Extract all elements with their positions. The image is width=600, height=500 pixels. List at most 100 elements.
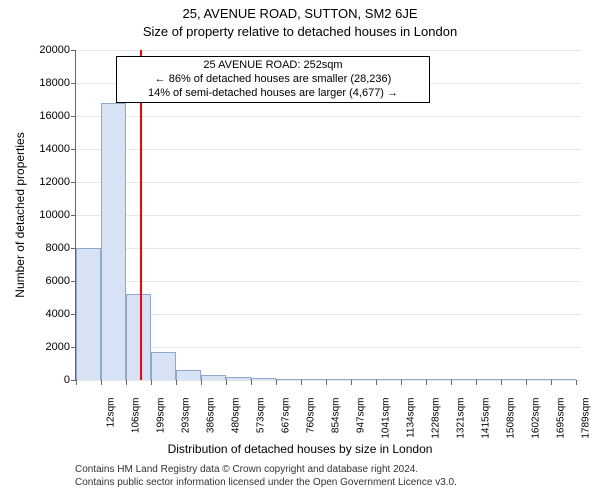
xtick-mark xyxy=(201,380,202,385)
xtick-label: 1789sqm xyxy=(581,398,592,468)
chart-title-line2: Size of property relative to detached ho… xyxy=(0,24,600,39)
xtick-label: 760sqm xyxy=(306,398,317,468)
histogram-bar xyxy=(176,370,201,380)
xtick-mark xyxy=(501,380,502,385)
histogram-bar xyxy=(301,379,326,380)
xtick-mark xyxy=(351,380,352,385)
xtick-mark xyxy=(551,380,552,385)
xtick-label: 947sqm xyxy=(356,398,367,468)
xtick-label: 1134sqm xyxy=(406,398,417,468)
xtick-mark xyxy=(451,380,452,385)
ytick-label: 2000 xyxy=(46,341,70,353)
ytick-mark xyxy=(71,116,76,117)
xtick-mark xyxy=(326,380,327,385)
histogram-bar xyxy=(351,379,376,380)
ytick-mark xyxy=(71,182,76,183)
histogram-bar xyxy=(101,103,126,380)
annotation-box: 25 AVENUE ROAD: 252sqm ← 86% of detached… xyxy=(116,56,430,103)
xtick-label: 293sqm xyxy=(181,398,192,468)
xtick-mark xyxy=(476,380,477,385)
footer-line2: Contains public sector information licen… xyxy=(75,477,457,490)
xtick-label: 1415sqm xyxy=(481,398,492,468)
chart-title-line1: 25, AVENUE ROAD, SUTTON, SM2 6JE xyxy=(0,6,600,21)
xtick-mark xyxy=(526,380,527,385)
xtick-label: 1321sqm xyxy=(456,398,467,468)
ytick-label: 14000 xyxy=(39,143,70,155)
xtick-label: 1695sqm xyxy=(556,398,567,468)
histogram-bar xyxy=(251,378,276,380)
annotation-line3: 14% of semi-detached houses are larger (… xyxy=(123,87,423,101)
ytick-label: 4000 xyxy=(46,308,70,320)
xtick-mark xyxy=(76,380,77,385)
xtick-label: 1508sqm xyxy=(506,398,517,468)
footer-attribution: Contains HM Land Registry data © Crown c… xyxy=(75,464,457,489)
histogram-bar xyxy=(476,379,501,380)
xtick-label: 1228sqm xyxy=(431,398,442,468)
histogram-bar xyxy=(201,375,226,380)
xtick-label: 1602sqm xyxy=(531,398,542,468)
histogram-bar xyxy=(276,379,301,380)
ytick-label: 18000 xyxy=(39,77,70,89)
plot-area: 25 AVENUE ROAD: 252sqm ← 86% of detached… xyxy=(75,50,581,381)
annotation-line2: ← 86% of detached houses are smaller (28… xyxy=(123,73,423,87)
figure-container: 25, AVENUE ROAD, SUTTON, SM2 6JE Size of… xyxy=(0,0,600,500)
x-axis-label: Distribution of detached houses by size … xyxy=(0,442,600,456)
ytick-mark xyxy=(71,83,76,84)
histogram-bar xyxy=(401,379,426,380)
histogram-bar xyxy=(226,377,251,380)
xtick-label: 12sqm xyxy=(106,398,117,468)
xtick-label: 199sqm xyxy=(156,398,167,468)
ytick-mark xyxy=(71,50,76,51)
xtick-label: 667sqm xyxy=(281,398,292,468)
ytick-label: 16000 xyxy=(39,110,70,122)
xtick-label: 573sqm xyxy=(256,398,267,468)
ytick-mark xyxy=(71,149,76,150)
gridline-h xyxy=(76,149,581,150)
ytick-label: 10000 xyxy=(39,209,70,221)
histogram-bar xyxy=(126,294,151,380)
gridline-h xyxy=(76,314,581,315)
footer-line1: Contains HM Land Registry data © Crown c… xyxy=(75,464,457,477)
xtick-mark xyxy=(401,380,402,385)
gridline-h xyxy=(76,182,581,183)
ytick-label: 6000 xyxy=(46,275,70,287)
xtick-mark xyxy=(101,380,102,385)
xtick-mark xyxy=(126,380,127,385)
histogram-bar xyxy=(501,379,526,380)
histogram-bar xyxy=(151,352,176,380)
gridline-h xyxy=(76,347,581,348)
histogram-bar xyxy=(376,379,401,380)
xtick-label: 480sqm xyxy=(231,398,242,468)
ytick-label: 12000 xyxy=(39,176,70,188)
xtick-label: 106sqm xyxy=(131,398,142,468)
xtick-mark xyxy=(226,380,227,385)
xtick-mark xyxy=(576,380,577,385)
ytick-label: 8000 xyxy=(46,242,70,254)
histogram-bar xyxy=(551,379,576,380)
ytick-mark xyxy=(71,215,76,216)
xtick-mark xyxy=(276,380,277,385)
ytick-label: 0 xyxy=(64,374,70,386)
gridline-h xyxy=(76,50,581,51)
xtick-label: 1041sqm xyxy=(381,398,392,468)
gridline-h xyxy=(76,248,581,249)
xtick-mark xyxy=(251,380,252,385)
gridline-h xyxy=(76,281,581,282)
ytick-label: 20000 xyxy=(39,44,70,56)
histogram-bar xyxy=(426,379,451,380)
xtick-mark xyxy=(426,380,427,385)
y-axis-label: Number of detached properties xyxy=(13,132,27,297)
xtick-mark xyxy=(376,380,377,385)
gridline-h xyxy=(76,215,581,216)
annotation-line1: 25 AVENUE ROAD: 252sqm xyxy=(123,59,423,73)
histogram-bar xyxy=(76,248,101,380)
histogram-bar xyxy=(526,379,551,380)
histogram-bar xyxy=(326,379,351,380)
xtick-mark xyxy=(176,380,177,385)
xtick-label: 854sqm xyxy=(331,398,342,468)
xtick-mark xyxy=(301,380,302,385)
xtick-label: 386sqm xyxy=(206,398,217,468)
xtick-mark xyxy=(151,380,152,385)
gridline-h xyxy=(76,116,581,117)
histogram-bar xyxy=(451,379,476,380)
